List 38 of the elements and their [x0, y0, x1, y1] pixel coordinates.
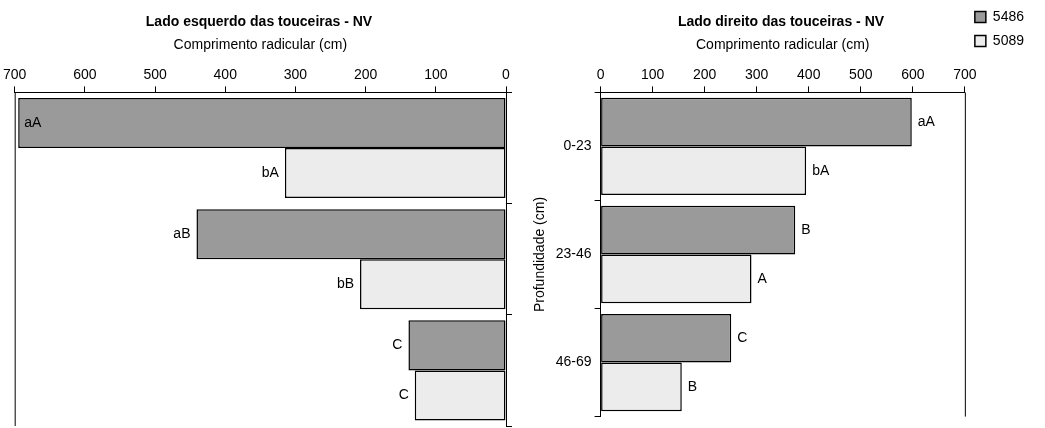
y-tick-label: 46-69	[555, 353, 592, 370]
data-label: aB	[173, 225, 191, 242]
x-tick-label: 100	[424, 65, 448, 82]
data-label: C	[392, 336, 403, 353]
x-tick-label: 600	[73, 65, 97, 82]
data-label: bA	[261, 163, 280, 180]
x-tick-label: 200	[693, 65, 717, 82]
chart-title: Lado direito das touceiras - NV	[677, 13, 885, 30]
data-label: aA	[917, 112, 936, 129]
x-tick-label: 200	[353, 65, 378, 82]
x-tick-label: 0	[502, 65, 511, 82]
data-label: aA	[24, 113, 42, 130]
x-tick-label: 600	[901, 65, 925, 82]
x-tick-label: 500	[849, 65, 873, 82]
y-axis-title: Profundidade (cm)	[531, 196, 548, 313]
x-tick-label: 300	[283, 65, 308, 82]
x-tick-label: 0	[596, 65, 605, 82]
legend-label: 5089	[992, 31, 1025, 48]
x-axis-title: Comprimento radicular (cm)	[173, 36, 348, 53]
data-label: B	[687, 377, 698, 394]
legend-label: 5486	[992, 7, 1025, 24]
x-axis-title: Comprimento radicular (cm)	[695, 36, 870, 53]
chart-title: Lado esquerdo das touceiras - NV	[145, 13, 373, 30]
data-label: bA	[812, 161, 830, 178]
x-tick-label: 700	[953, 65, 977, 82]
data-label: bB	[336, 275, 355, 292]
data-label: C	[737, 329, 748, 346]
x-tick-label: 400	[797, 65, 821, 82]
x-tick-label: 700	[3, 65, 27, 82]
y-tick-label: 0-23	[563, 137, 592, 154]
x-tick-label: 500	[143, 65, 167, 82]
x-tick-label: 100	[640, 65, 665, 82]
data-label: A	[757, 269, 768, 286]
data-label: B	[801, 221, 811, 238]
x-tick-label: 300	[745, 65, 769, 82]
x-tick-label: 400	[213, 65, 238, 82]
data-label: C	[398, 386, 409, 403]
y-tick-label: 23-46	[555, 245, 592, 262]
